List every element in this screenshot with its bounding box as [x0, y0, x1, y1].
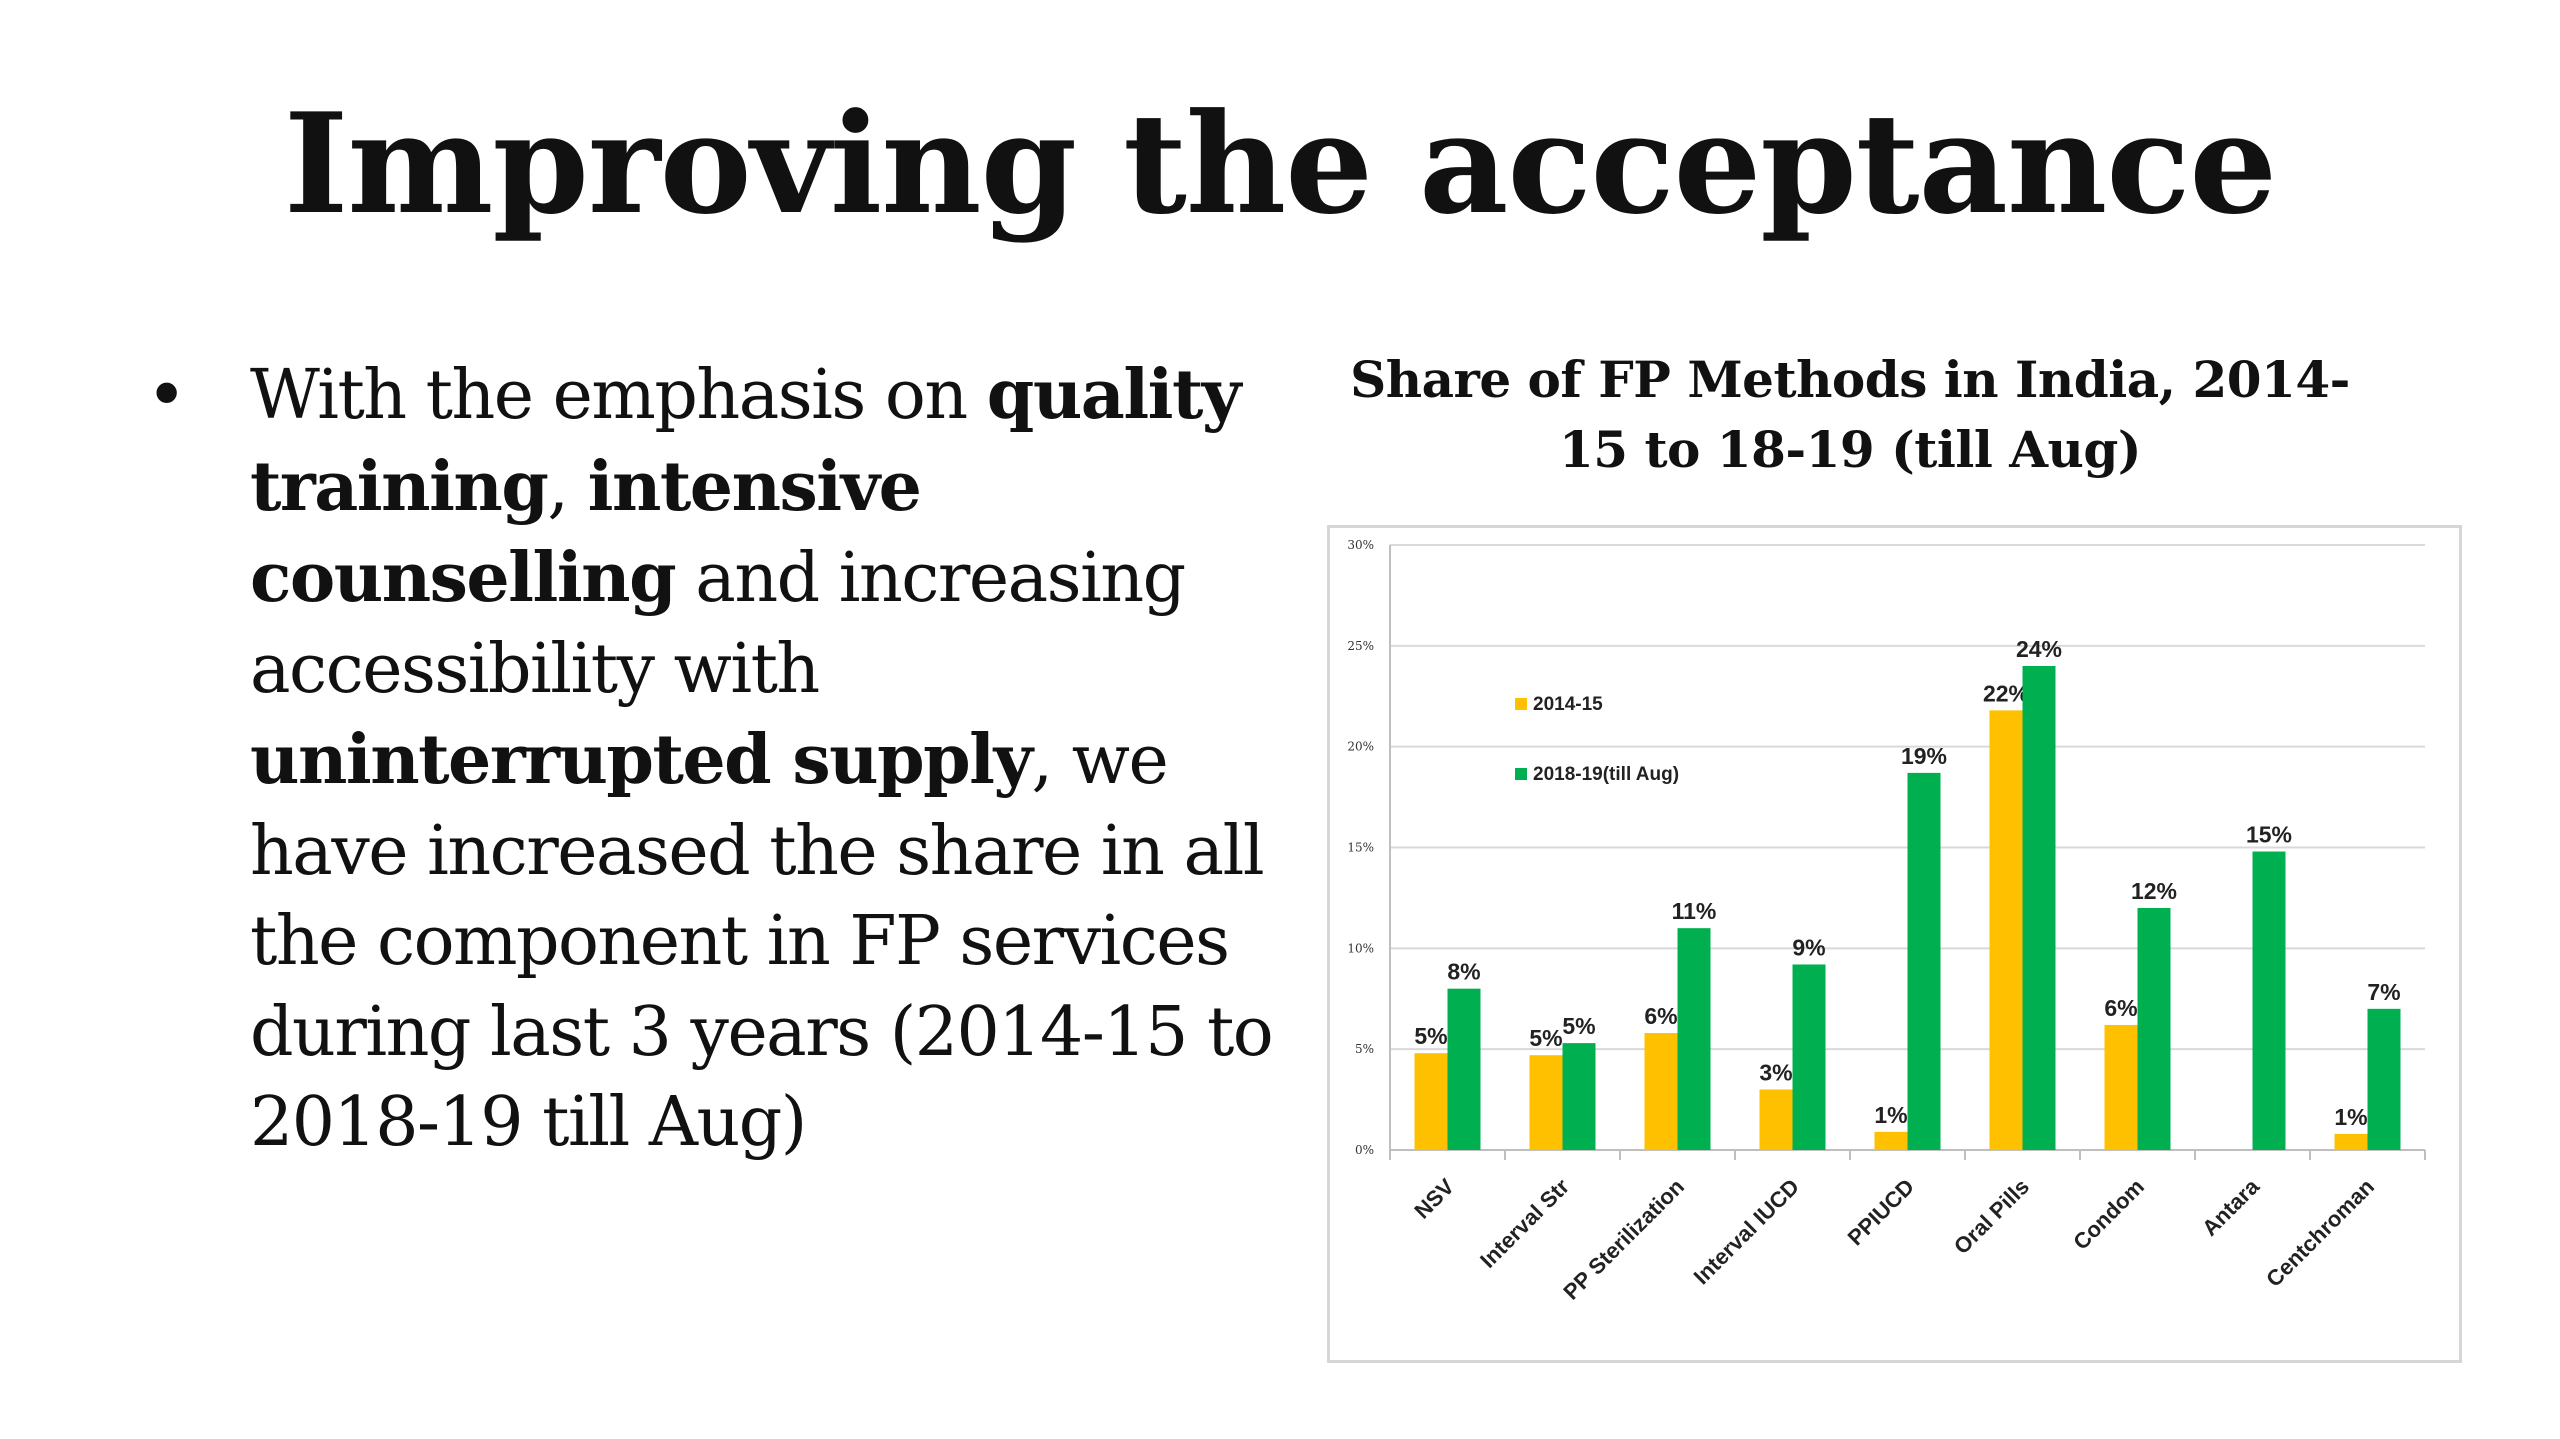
chart-title: Share of FP Methods in India, 2014- 15 t… [1300, 345, 2400, 485]
bullet-text-part-3: and increasing accessibility with [250, 539, 1186, 709]
bullet-text: With the emphasis on quality training, i… [250, 350, 1300, 1169]
category-label: Condom [2068, 1174, 2149, 1255]
data-label: 15% [2246, 822, 2292, 848]
bar [2104, 1024, 2138, 1150]
slide-title: Improving the acceptance [283, 82, 2277, 245]
y-tick-label: 0% [1355, 1143, 1374, 1157]
data-label: 24% [2016, 636, 2062, 662]
bar [2022, 666, 2056, 1150]
bullet-marker: • [146, 354, 188, 436]
data-label: 8% [1447, 959, 1480, 985]
data-label: 3% [1759, 1060, 1792, 1086]
bar [1989, 710, 2023, 1150]
data-label: 22% [1983, 680, 2029, 706]
bar [2367, 1008, 2401, 1150]
legend-label: 2018-19(till Aug) [1533, 764, 1679, 785]
data-label: 1% [2334, 1104, 2367, 1130]
data-label: 7% [2367, 979, 2400, 1005]
bar [1759, 1089, 1793, 1150]
bar [1447, 988, 1481, 1150]
chart-title-line-1: Share of FP Methods in India, 2014- [1350, 350, 2350, 409]
bar [2252, 851, 2286, 1150]
category-label: Interval Str [1475, 1174, 1574, 1273]
data-label: 6% [2104, 995, 2137, 1021]
bar [1677, 928, 1711, 1150]
legend-label: 2014-15 [1533, 694, 1603, 715]
bullet-text-part-2: , [547, 447, 588, 527]
bar [2334, 1133, 2368, 1150]
bar [1529, 1055, 1563, 1150]
bullet-text-part-4: , we have increased the share in all the… [250, 721, 1274, 1162]
data-label: 19% [1901, 743, 1947, 769]
bar [2137, 908, 2171, 1150]
y-tick-label: 30% [1347, 538, 1374, 552]
data-label: 5% [1414, 1023, 1447, 1049]
bullet-text-part-1: With the emphasis on [250, 356, 987, 435]
chart-title-line-2: 15 to 18-19 (till Aug) [1558, 420, 2142, 479]
bar [1874, 1131, 1908, 1150]
data-label: 1% [1874, 1102, 1907, 1128]
y-tick-label: 25% [1347, 639, 1374, 653]
legend-swatch [1515, 698, 1527, 710]
legend-swatch [1515, 768, 1527, 780]
y-tick-label: 10% [1347, 941, 1374, 955]
category-label: Antara [2197, 1173, 2264, 1240]
data-label: 5% [1562, 1013, 1595, 1039]
data-label: 12% [2131, 878, 2177, 904]
y-tick-label: 20% [1347, 740, 1374, 754]
bar [1414, 1053, 1448, 1150]
y-tick-label: 15% [1347, 841, 1374, 855]
category-label: PPIUCD [1843, 1174, 1919, 1250]
data-label: 5% [1529, 1025, 1562, 1051]
data-label: 11% [1672, 898, 1717, 924]
category-label: Interval IUCD [1689, 1174, 1804, 1289]
category-label: Oral Pills [1949, 1174, 2034, 1259]
bullet-point: • With the emphasis on quality training,… [146, 350, 1300, 1169]
category-label: PP Sterilization [1558, 1174, 1689, 1305]
data-label: 9% [1792, 934, 1825, 960]
bullet-bold-uninterrupted-supply: uninterrupted supply [250, 720, 1033, 800]
category-label: NSV [1409, 1174, 1459, 1224]
data-label: 6% [1644, 1003, 1677, 1029]
category-label: Centchroman [2261, 1174, 2379, 1292]
bar [1562, 1043, 1596, 1150]
y-tick-label: 5% [1355, 1042, 1374, 1056]
bar [1907, 772, 1941, 1150]
bar [1644, 1033, 1678, 1150]
bar [1792, 964, 1826, 1150]
bullet-bold-intensive-counselling: intensive counselling [250, 446, 922, 619]
bullet-bold-quality-training: quality training [250, 355, 1241, 527]
